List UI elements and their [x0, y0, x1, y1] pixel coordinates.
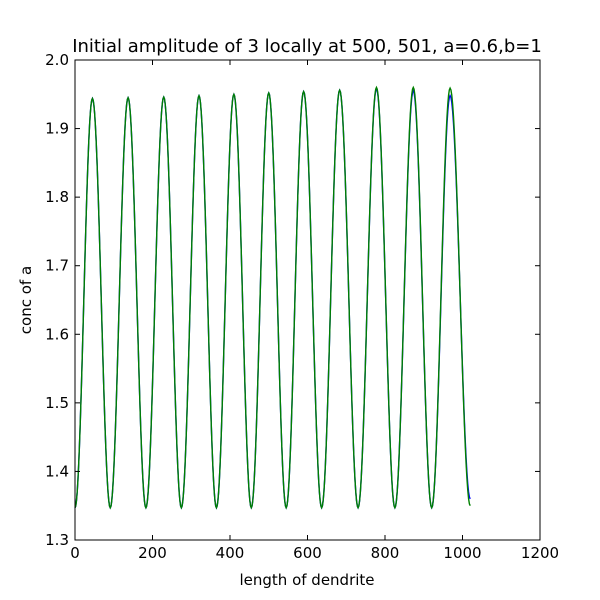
x-tick-label: 1200 [521, 544, 559, 562]
x-axis-label: length of dendrite [239, 571, 374, 589]
y-axis-label: conc of a [17, 266, 35, 334]
series-line-2 [74, 85, 471, 510]
x-tick-label: 0 [70, 544, 80, 562]
x-tick-label: 1000 [443, 544, 481, 562]
y-tick-label: 1.8 [45, 188, 69, 206]
x-tick-label: 200 [138, 544, 167, 562]
ticks-layer: 0 200 400 600 800 1000 1200 1.3 1.4 1.5 1.6 1.7 1.8 1… [45, 51, 559, 562]
series-layer [74, 85, 471, 510]
x-tick-label: 800 [371, 544, 400, 562]
y-tick-label: 1.3 [45, 531, 69, 549]
y-tick-label: 1.9 [45, 120, 69, 138]
y-tick-label: 2.0 [45, 51, 69, 69]
x-tick-label: 600 [293, 544, 322, 562]
y-tick-label: 1.4 [45, 462, 69, 480]
chart-title: Initial amplitude of 3 locally at 500, 5… [72, 36, 542, 57]
y-tick-label: 1.6 [45, 325, 69, 343]
x-tick-label: 400 [216, 544, 245, 562]
plot-area: 0 200 400 600 800 1000 1200 1.3 1.4 1.5 1.6 1.7 1.8 1… [45, 51, 559, 562]
y-tick-label: 1.5 [45, 394, 69, 412]
y-tick-label: 1.7 [45, 257, 69, 275]
